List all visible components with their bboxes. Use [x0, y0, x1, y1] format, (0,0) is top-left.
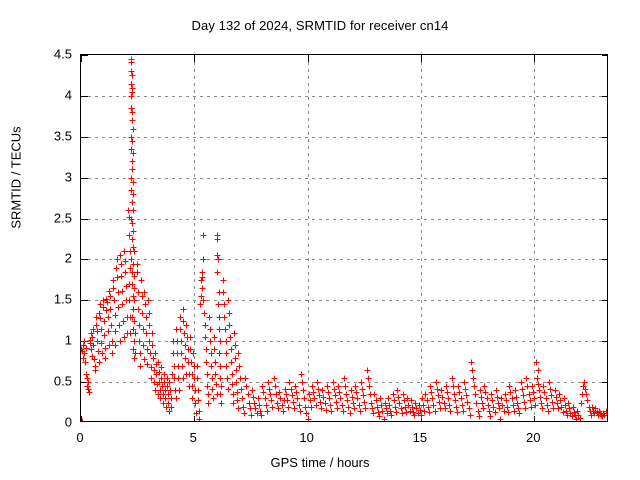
- y-tick-label: 3: [64, 169, 72, 185]
- axis-ticks: [81, 55, 607, 421]
- y-tick-label: 4: [64, 87, 72, 103]
- page-title: Day 132 of 2024, SRMTID for receiver cn1…: [191, 18, 449, 33]
- gridlines: [81, 55, 607, 421]
- y-tick-label: 0.5: [53, 373, 72, 389]
- x-tick-label: 15: [412, 430, 428, 445]
- y-tick-label: 4.5: [53, 46, 72, 62]
- y-tick-label: 2.5: [53, 210, 72, 226]
- y-tick-label: 1.5: [53, 291, 72, 307]
- x-tick-label: 5: [189, 430, 197, 445]
- x-tick-label: 0: [76, 430, 84, 445]
- plot-area: [80, 54, 608, 422]
- x-tick-label: 10: [299, 430, 314, 445]
- y-axis-tick-labels: 0 0.5 1 1.5 2 2.5 3 3.5 4 4.5: [0, 47, 72, 430]
- y-tick-label: 3.5: [53, 128, 72, 144]
- y-tick-label: 1: [64, 332, 72, 348]
- scatter-series: [81, 55, 607, 421]
- x-tick-label: 20: [525, 430, 541, 445]
- y-axis-label: SRMTID / TECUs: [8, 126, 24, 229]
- y-tick-label: 2: [64, 250, 72, 266]
- x-axis-tick-labels: 0 5 10 15 20: [76, 430, 608, 450]
- y-tick-label: 0: [64, 414, 72, 430]
- x-axis-label: GPS time / hours: [270, 455, 370, 470]
